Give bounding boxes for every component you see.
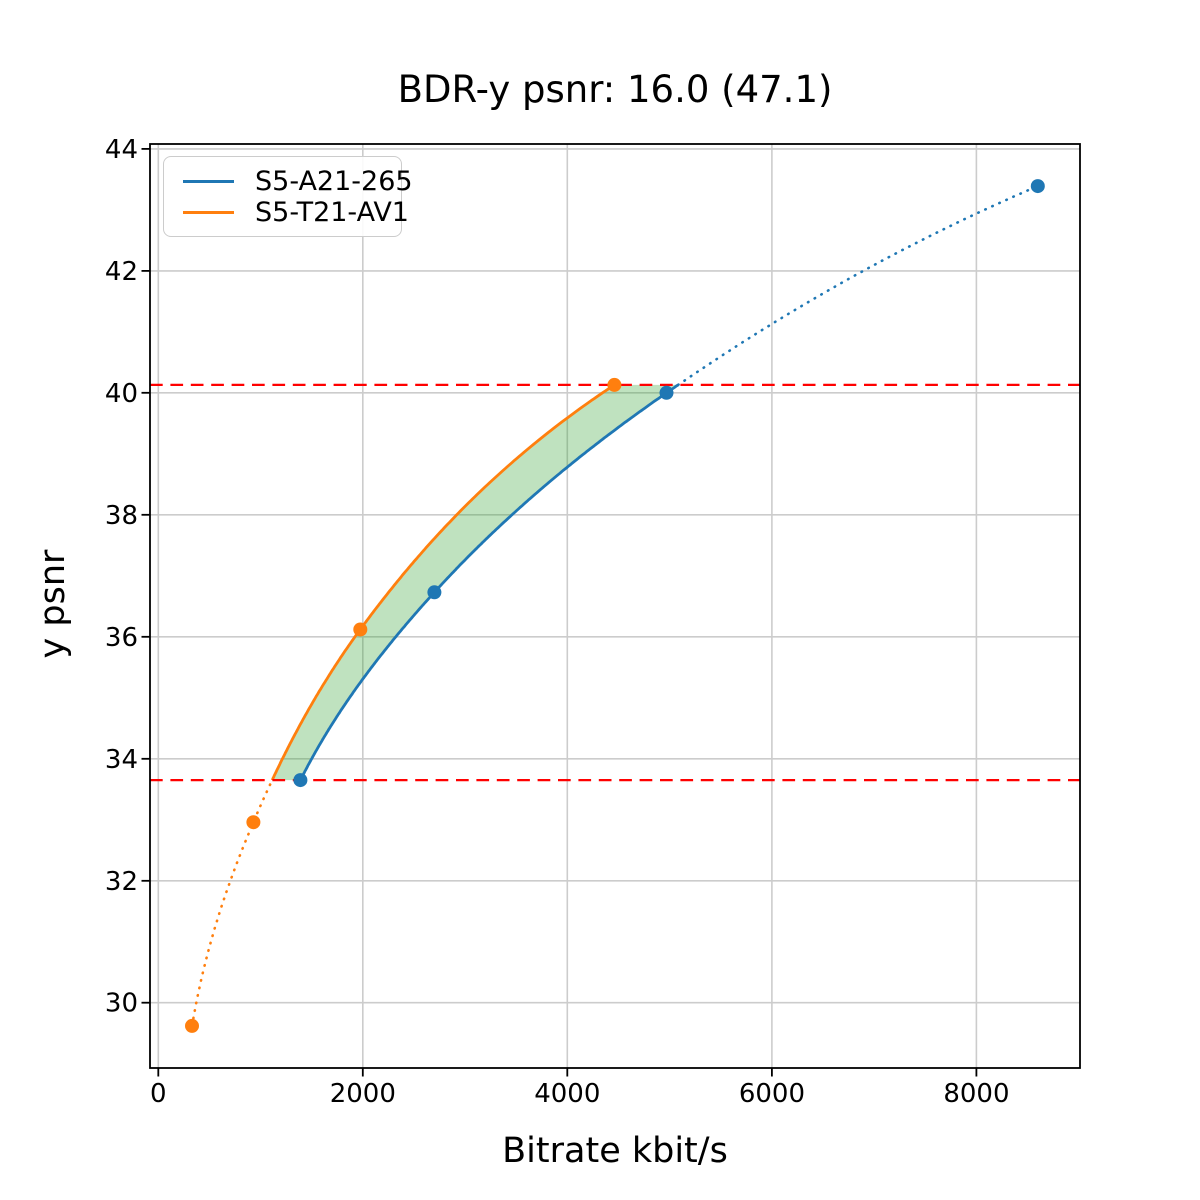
legend-label-1: S5-T21-AV1 <box>255 196 409 228</box>
marker-S5-T21-AV1-1 <box>246 815 261 830</box>
curve-S5-A21-265-solid <box>299 383 679 781</box>
legend-line-orange <box>183 210 234 214</box>
x-tick-label-8000: 8000 <box>943 1079 1009 1109</box>
y-tick-label-32: 32 <box>105 867 138 897</box>
x-tick-label-6000: 6000 <box>739 1079 805 1109</box>
y-tick-label-44: 44 <box>105 135 138 165</box>
x-axis-label: Bitrate kbit/s <box>502 1131 728 1171</box>
marker-S5-T21-AV1-3 <box>607 377 622 392</box>
marker-S5-T21-AV1-2 <box>353 622 368 637</box>
chart-title: BDR-y psnr: 16.0 (47.1) <box>397 68 833 111</box>
y-tick-label-36: 36 <box>105 623 138 653</box>
legend-line-blue <box>183 179 234 183</box>
marker-S5-A21-265-2 <box>659 385 674 400</box>
y-tick-label-42: 42 <box>105 257 138 287</box>
legend-label-0: S5-A21-265 <box>255 165 413 197</box>
marker-S5-T21-AV1-0 <box>185 1018 199 1033</box>
curve-S5-A21-265-dotted-post <box>676 184 1040 387</box>
marker-S5-A21-265-3 <box>1030 179 1045 194</box>
y-axis-label: y psnr <box>33 549 73 659</box>
marker-S5-A21-265-1 <box>427 585 442 600</box>
legend-entry-0: S5-A21-265 <box>174 166 413 197</box>
y-tick-label-34: 34 <box>105 745 138 775</box>
legend: S5-A21-265 S5-T21-AV1 <box>163 156 413 237</box>
y-tick-label-38: 38 <box>105 501 138 531</box>
plot-spines <box>149 143 1081 1069</box>
curve-S5-T21-AV1-solid <box>270 383 616 782</box>
y-tick-label-40: 40 <box>105 379 138 409</box>
curve-S5-T21-AV1-dotted-pre <box>190 778 274 1028</box>
y-tick-label-30: 30 <box>105 989 138 1019</box>
x-tick-label-0: 0 <box>150 1079 167 1109</box>
shaded-region <box>272 384 679 781</box>
legend-entry-1: S5-T21-AV1 <box>174 197 409 228</box>
x-tick-label-2000: 2000 <box>330 1079 396 1109</box>
marker-S5-A21-265-0 <box>293 773 308 788</box>
x-tick-label-4000: 4000 <box>534 1079 600 1109</box>
